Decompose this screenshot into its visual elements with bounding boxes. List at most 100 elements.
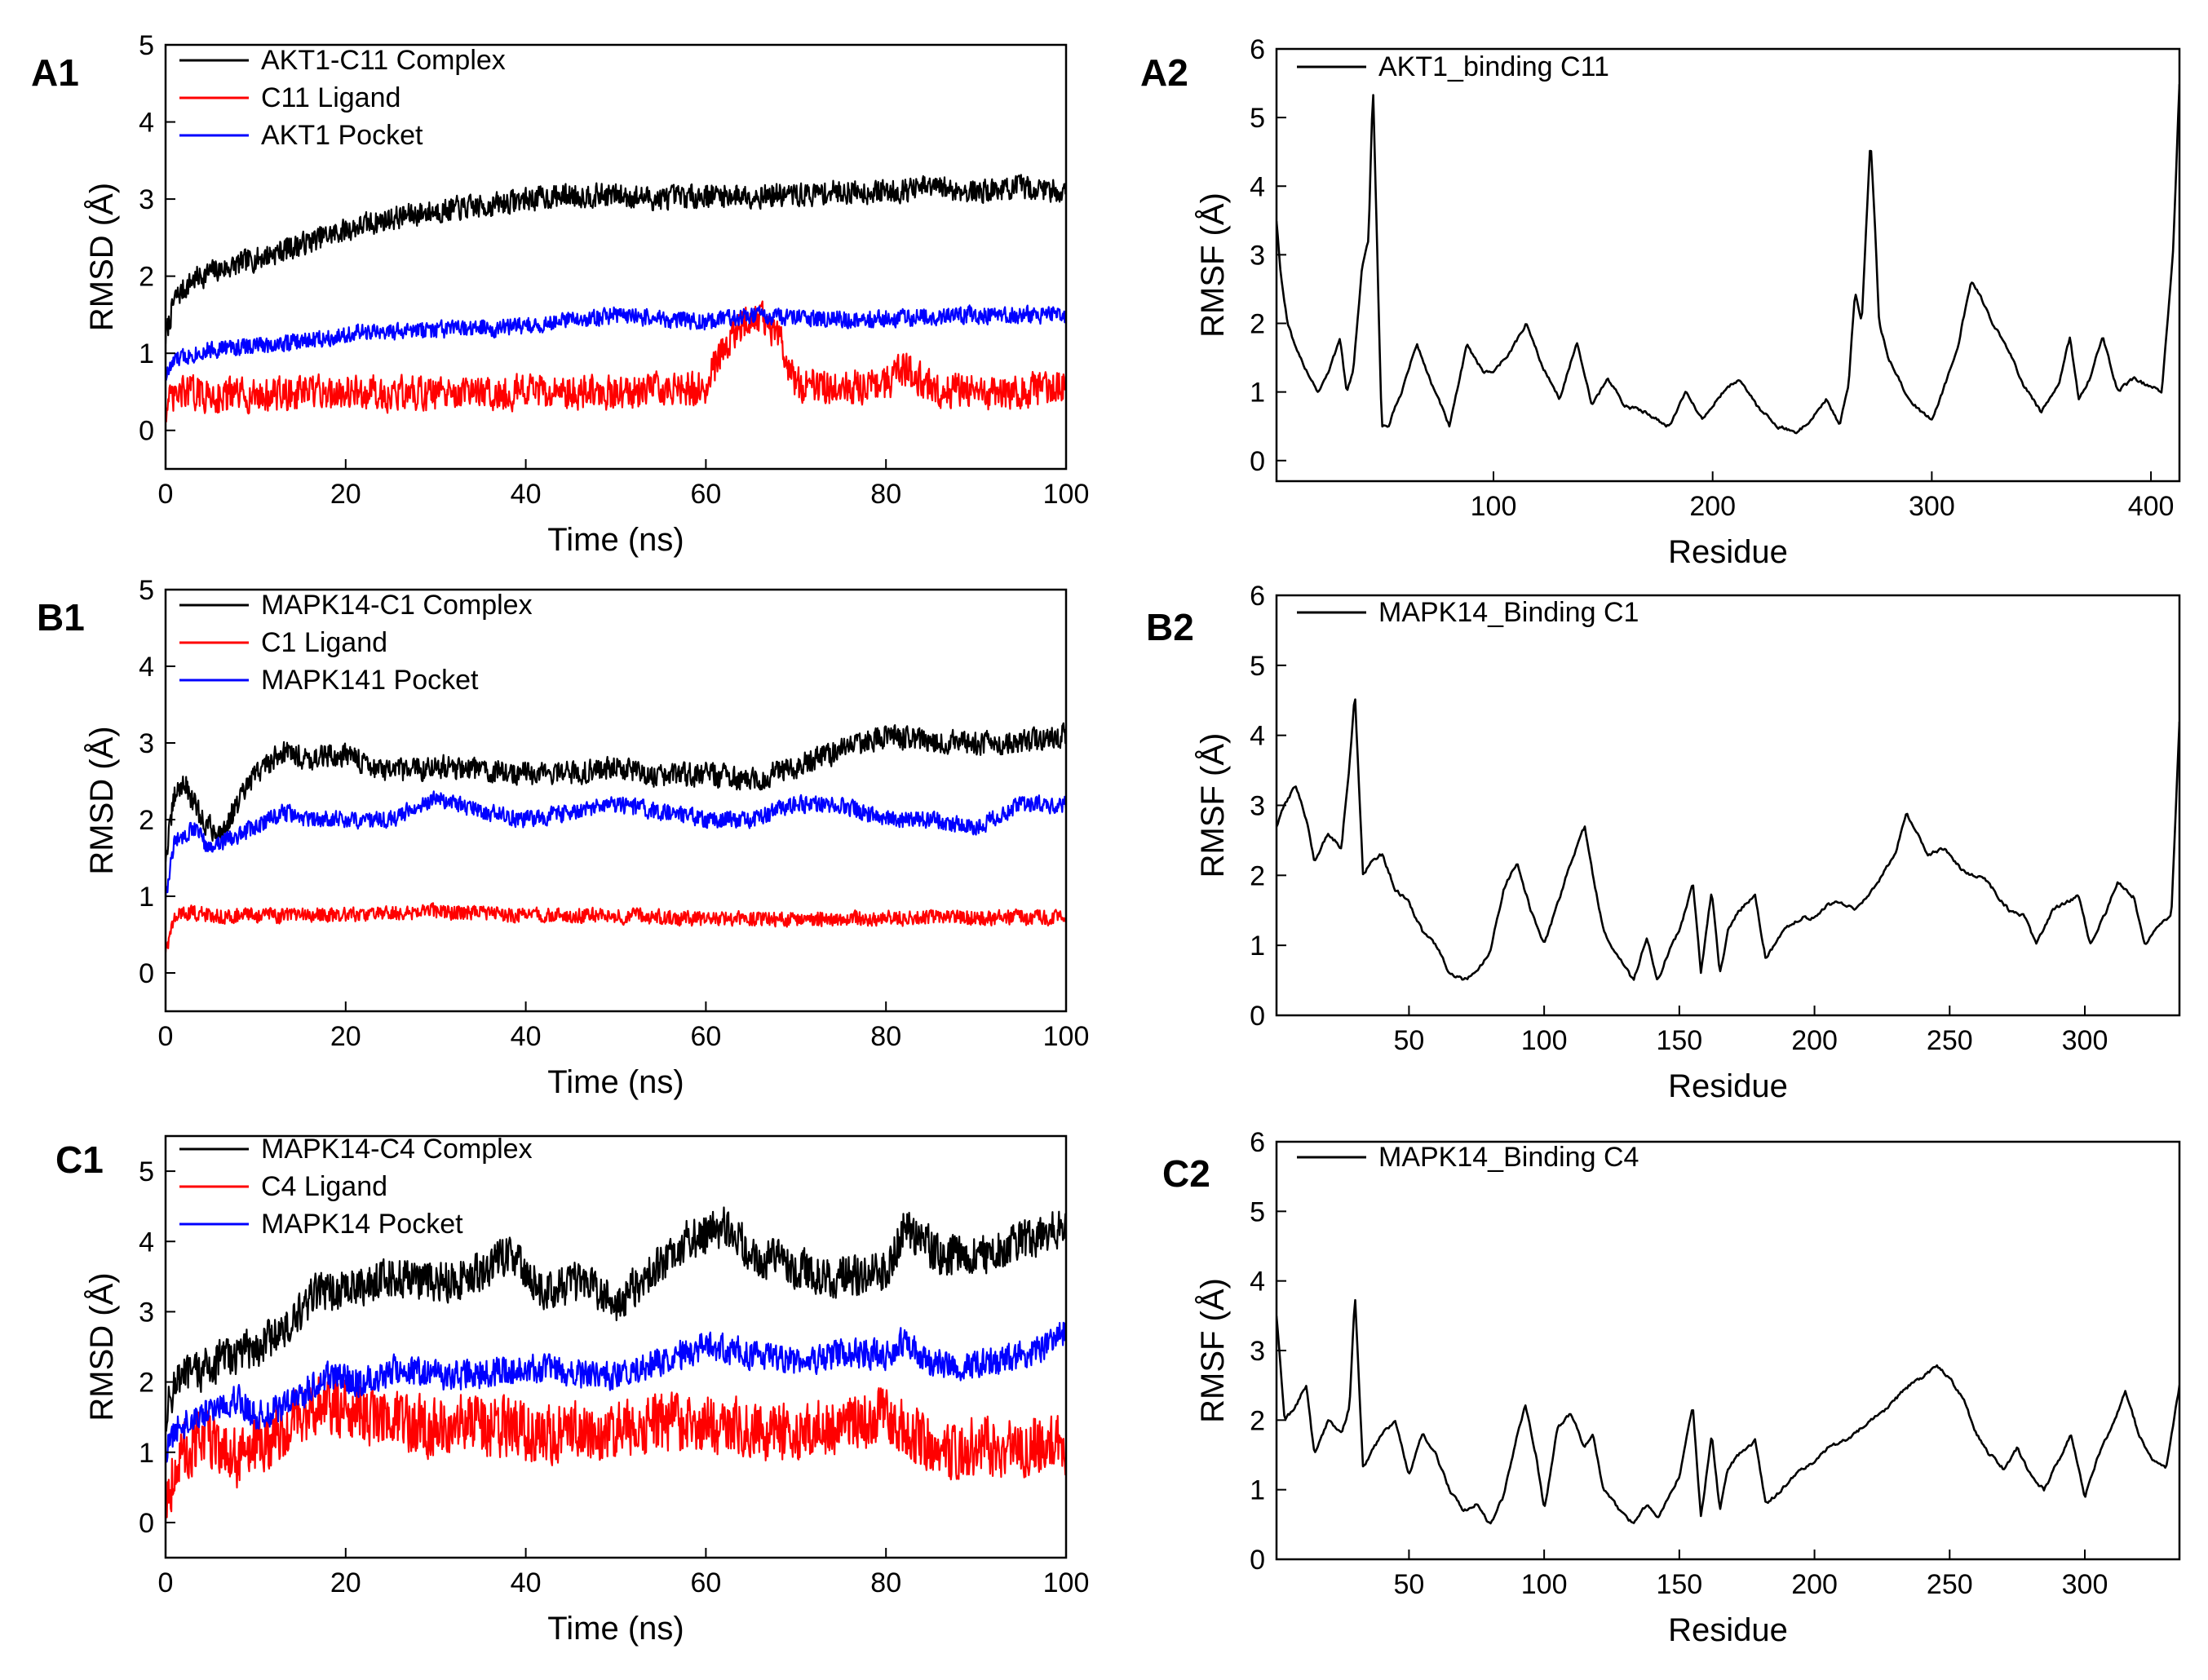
y-tick-label: 3	[139, 1297, 154, 1328]
x-tick-label: 60	[690, 1567, 721, 1598]
x-tick-label: 250	[1927, 1025, 1973, 1056]
x-axis-title: Residue	[1668, 1068, 1788, 1104]
series-line-akt1-c11-complex	[166, 174, 1066, 344]
series-line-c11-ligand	[166, 300, 1066, 423]
x-tick-label: 80	[870, 1021, 901, 1052]
x-axis-title: Residue	[1668, 534, 1788, 570]
y-axis-title: RMSD (Å)	[83, 183, 120, 331]
panel-label: B1	[37, 596, 85, 639]
y-tick-label: 0	[1250, 1001, 1265, 1032]
y-tick-label: 2	[139, 262, 154, 293]
x-tick-label: 100	[1521, 1025, 1568, 1056]
panel-label: A1	[31, 51, 79, 94]
plot-frame	[1275, 594, 2181, 1017]
x-tick-label: 20	[330, 1021, 361, 1052]
y-tick-label: 5	[1250, 1196, 1265, 1227]
panel-label: B2	[1146, 606, 1194, 648]
chart-c2: C2 50 100 150 200 250 300 0 1 2 3 4 5 6 Residue RMSF (Å…	[1162, 1127, 2181, 1648]
y-tick-label: 4	[1250, 721, 1265, 752]
series-line-mapk14-c4-complex	[166, 1206, 1066, 1432]
legend-label: MAPK14-C4 Complex	[261, 1134, 533, 1165]
y-tick-label: 0	[139, 1508, 154, 1539]
series-line-mapk14-binding-c4	[1277, 1298, 2179, 1525]
x-tick-label: 250	[1927, 1569, 1973, 1600]
series-line-mapk14-pocket	[166, 1321, 1066, 1463]
y-tick-label: 5	[139, 575, 154, 606]
x-axis-title: Residue	[1668, 1612, 1788, 1648]
x-tick-label: 200	[1791, 1025, 1838, 1056]
x-tick-label: 20	[330, 1567, 361, 1598]
legend: MAPK14-C1 Complex C1 Ligand MAPK141 Pocket	[179, 590, 533, 696]
y-tick-label: 5	[139, 1156, 154, 1187]
y-tick-label: 2	[1250, 309, 1265, 340]
y-tick-label: 1	[1250, 931, 1265, 962]
x-tick-label: 40	[511, 1021, 542, 1052]
x-tick-label: 100	[1521, 1569, 1568, 1600]
chart-b1: B1 0 20 40 60 80 100 0 1 2 3 4 5 Time (ns) RMSD (Å) MAP…	[37, 575, 1089, 1100]
y-tick-label: 1	[139, 1438, 154, 1469]
legend: AKT1_binding C11	[1297, 51, 1609, 82]
legend-label: AKT1 Pocket	[261, 120, 423, 151]
y-axis-title: RMSF (Å)	[1194, 1278, 1231, 1423]
x-tick-label: 0	[158, 479, 174, 510]
x-tick-label: 100	[1043, 1567, 1090, 1598]
legend-label: MAPK141 Pocket	[261, 665, 479, 696]
series-group	[1277, 698, 2179, 981]
legend-label: MAPK14_Binding C1	[1378, 597, 1639, 628]
plot-frame	[1275, 1140, 2181, 1561]
y-tick-label: 0	[1250, 1545, 1265, 1576]
legend-label: MAPK14 Pocket	[261, 1209, 463, 1240]
y-tick-label: 1	[139, 338, 154, 369]
y-axis-title: RMSF (Å)	[1194, 733, 1231, 878]
legend-label: C11 Ligand	[261, 82, 400, 113]
y-tick-label: 6	[1250, 34, 1265, 65]
chart-a2: A2 100 200 300 400 0 1 2 3 4 5 6 Residue RMSF (Å) AKT1…	[1140, 34, 2181, 570]
x-tick-label: 20	[330, 479, 361, 510]
panel-label: C1	[55, 1138, 104, 1181]
legend-label: C4 Ligand	[261, 1171, 387, 1202]
y-tick-label: 6	[1250, 581, 1265, 612]
x-tick-label: 300	[2062, 1569, 2108, 1600]
series-group	[166, 722, 1066, 953]
series-group	[1277, 84, 2179, 435]
y-axis-title: RMSD (Å)	[83, 1272, 120, 1421]
y-tick-label: 0	[1250, 446, 1265, 477]
y-tick-label: 3	[139, 184, 154, 215]
legend: MAPK14_Binding C1	[1297, 597, 1639, 628]
chart-b2: B2 50 100 150 200 250 300 0 1 2 3 4 5 6 Residue RMSF (Å…	[1146, 581, 2181, 1104]
series-group	[166, 174, 1066, 423]
y-tick-label: 3	[1250, 1336, 1265, 1367]
panel-label: A2	[1140, 51, 1188, 94]
x-axis-title: Time (ns)	[547, 1611, 684, 1647]
legend-label: MAPK14_Binding C4	[1378, 1142, 1639, 1173]
y-tick-label: 5	[139, 30, 154, 61]
series-line-mapk14-binding-c1	[1277, 698, 2179, 981]
series-line-akt1-binding-c11	[1277, 84, 2179, 435]
x-tick-label: 100	[1043, 479, 1090, 510]
series-line-c1-ligand	[166, 902, 1066, 953]
y-tick-label: 1	[1250, 378, 1265, 409]
x-tick-label: 40	[511, 1567, 542, 1598]
y-tick-label: 6	[1250, 1127, 1265, 1158]
chart-a1: A1 0 20 40 60 80 100 0 1 2 3 4 5 Time (ns) RMSD (Å) AKT…	[31, 30, 1089, 558]
x-tick-label: 200	[1689, 491, 1736, 522]
x-tick-label: 80	[870, 479, 901, 510]
plot-frame	[1275, 47, 2181, 483]
x-tick-label: 0	[158, 1021, 174, 1052]
x-tick-label: 0	[158, 1567, 174, 1598]
legend: MAPK14-C4 Complex C4 Ligand MAPK14 Pocket	[179, 1134, 533, 1240]
panel-label: C2	[1162, 1152, 1210, 1195]
series-line-c4-ligand	[166, 1373, 1066, 1519]
y-tick-label: 4	[139, 652, 154, 683]
y-tick-label: 5	[1250, 103, 1265, 134]
x-tick-label: 50	[1393, 1569, 1424, 1600]
x-tick-label: 150	[1656, 1025, 1702, 1056]
y-axis-title: RMSF (Å)	[1194, 192, 1231, 338]
x-tick-label: 200	[1791, 1569, 1838, 1600]
y-tick-label: 4	[139, 108, 154, 139]
legend-label: AKT1-C11 Complex	[261, 45, 506, 76]
y-tick-label: 1	[1250, 1475, 1265, 1506]
x-axis-title: Time (ns)	[547, 1064, 684, 1100]
x-tick-label: 60	[690, 479, 721, 510]
